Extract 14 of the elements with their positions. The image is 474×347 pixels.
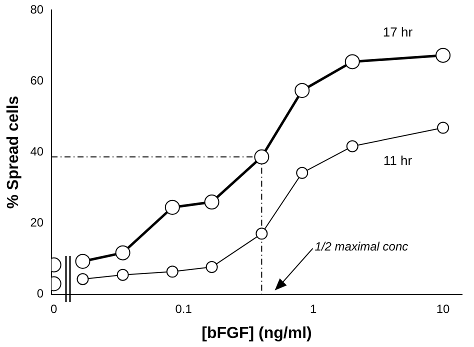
x-axis-title: [bFGF] (ng/ml) xyxy=(202,324,312,342)
x-tick-label: 0 xyxy=(50,302,58,316)
y-tick-label: 20 xyxy=(30,216,44,230)
series-label: 17 hr xyxy=(382,24,414,40)
annotation: 1/2 maximal conc xyxy=(314,239,408,254)
y-axis-title: % Spread cells xyxy=(5,96,22,209)
series-label: 11 hr xyxy=(383,153,413,168)
x-tick-label: 0.1 xyxy=(175,302,192,316)
y-tick-label: 0 xyxy=(36,286,44,301)
y-tick-label: 60 xyxy=(30,74,44,88)
x-tick-label: 10 xyxy=(436,302,450,316)
x-tick-label: 1 xyxy=(310,302,317,316)
y-tick-label: 40 xyxy=(30,144,44,159)
y-tick-label: 80 xyxy=(30,2,44,17)
